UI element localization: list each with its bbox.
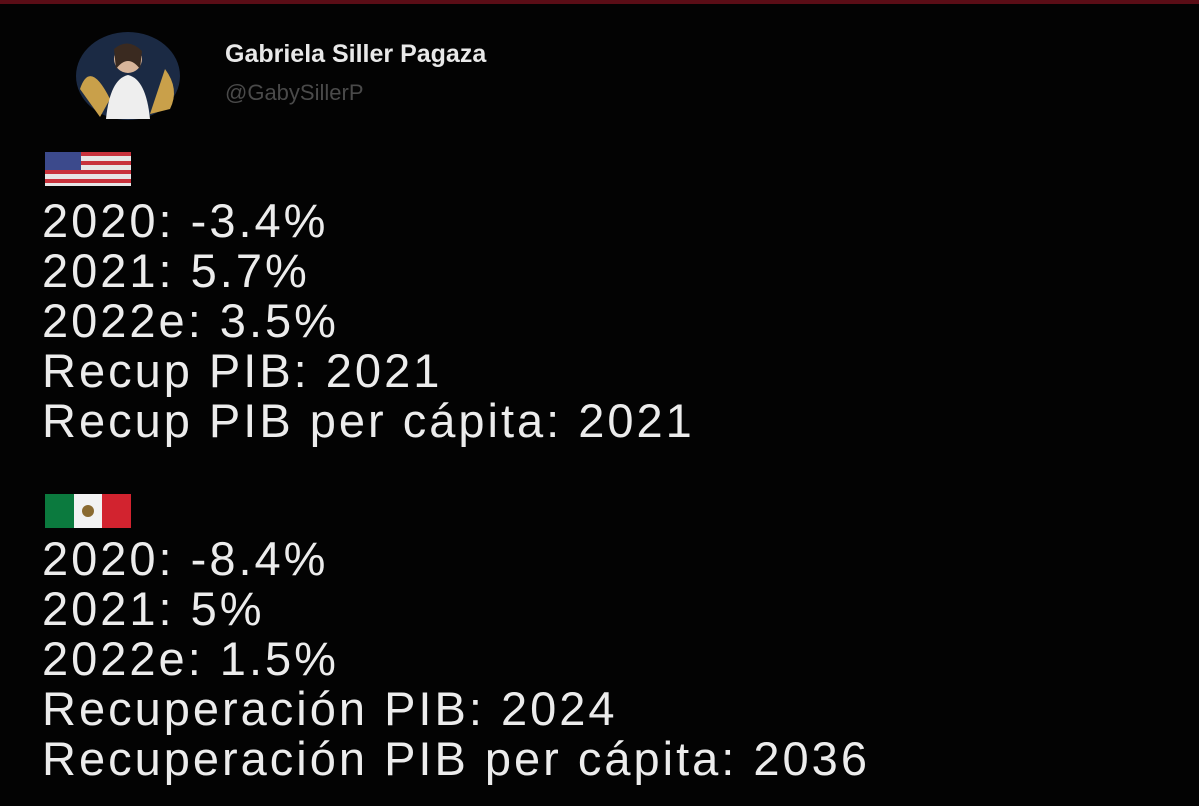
tweet-line: Recuperación PIB per cápita: 2036 [42, 734, 870, 784]
tweet-line: 2020: -8.4% [42, 534, 870, 584]
author-name[interactable]: Gabriela Siller Pagaza [225, 40, 486, 69]
tweet-line: Recup PIB: 2021 [42, 346, 695, 396]
mx-section: 2020: -8.4%2021: 5%2022e: 1.5%Recuperaci… [42, 534, 870, 784]
tweet-line: 2022e: 1.5% [42, 634, 870, 684]
tweet-line: Recuperación PIB: 2024 [42, 684, 870, 734]
tweet-line: 2021: 5% [42, 584, 870, 634]
us-section: 2020: -3.4%2021: 5.7%2022e: 3.5%Recup PI… [42, 196, 695, 446]
us-flag [45, 152, 131, 186]
author-handle[interactable]: @GabySillerP [225, 80, 364, 106]
tweet-line: 2020: -3.4% [42, 196, 695, 246]
mx-flag [45, 494, 131, 528]
tweet-line: 2022e: 3.5% [42, 296, 695, 346]
tweet-line: 2021: 5.7% [42, 246, 695, 296]
tweet: Gabriela Siller Pagaza @GabySillerP 2020… [0, 0, 1199, 806]
avatar[interactable] [70, 29, 190, 124]
tweet-line: Recup PIB per cápita: 2021 [42, 396, 695, 446]
